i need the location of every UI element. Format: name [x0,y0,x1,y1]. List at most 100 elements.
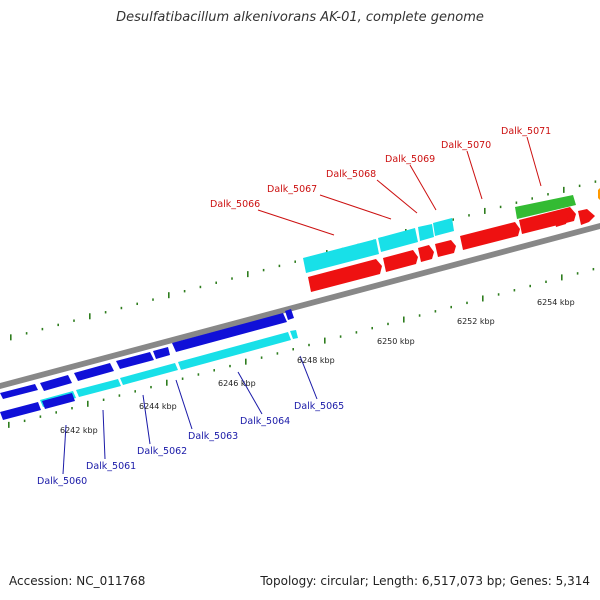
tick-mark [136,302,138,306]
accession-text: Accession: NC_011768 [9,574,146,588]
leader-line [526,136,542,187]
label-leader-lines [62,136,542,475]
tick-mark [71,407,73,410]
gene-feature-blue[interactable] [42,393,75,409]
tick-mark [197,373,200,376]
tick-mark [308,343,310,347]
gene-label[interactable]: Dalk_5063 [188,431,238,442]
scale-label: 6248 kbp [297,356,335,365]
tick-mark [23,419,26,423]
gene-feature-blue[interactable] [172,313,287,352]
gene-feature-cyan[interactable] [178,332,291,370]
gene-feature-cyan[interactable] [290,330,298,339]
tick-mark [452,218,454,221]
gene-feature-red[interactable] [383,250,418,272]
tick-mark [181,377,184,380]
gene-feature-blue[interactable] [153,347,170,359]
gene-feature-green[interactable] [515,195,576,219]
gene-label[interactable]: Dalk_5070 [441,140,491,151]
gene-label[interactable]: Dalk_5061 [86,461,136,472]
tick-mark [576,272,579,275]
tick-mark [262,268,265,272]
gene-feature-blue[interactable] [116,352,154,369]
gene-feature-red[interactable] [460,222,520,250]
tick-mark [118,394,121,397]
scale-label: 6254 kbp [537,298,575,307]
tick-mark [57,323,59,327]
tick-mark [484,207,486,214]
gene-feature-red[interactable] [418,245,434,262]
tick-mark [466,301,468,305]
gene-label[interactable]: Dalk_5068 [326,169,376,180]
gene-label[interactable]: Dalk_5066 [210,199,260,210]
tick-mark [87,400,89,407]
gene-feature-blue[interactable] [74,363,114,381]
tick-mark [592,267,595,271]
tick-mark [229,364,231,368]
tick-mark [387,322,389,326]
gene-label[interactable]: Dalk_5062 [137,446,187,457]
leader-line [466,150,483,200]
gene-feature-red[interactable] [578,209,595,225]
leader-line [319,194,392,220]
gene-label[interactable]: Dalk_5069 [385,154,435,165]
gene-feature-cyan[interactable] [378,228,418,252]
tick-mark [513,289,516,292]
tick-mark [247,271,249,278]
tick-mark [10,334,12,341]
tick-mark [561,274,563,281]
tick-mark [324,337,326,344]
tick-mark [152,298,154,301]
map-title: Desulfatibacillum alkenivorans AK-01, co… [116,10,484,25]
gene-label[interactable]: Dalk_5067 [267,184,317,195]
tick-mark [294,260,296,263]
scale-labels: 6242 kbp 6244 kbp 6246 kbp 6248 kbp 6250… [60,298,575,435]
tick-mark [545,280,547,284]
gene-feature-cyan[interactable] [120,363,178,385]
leader-line [102,409,106,460]
tick-mark [39,415,42,418]
tick-mark [215,281,217,284]
tick-mark [292,348,294,351]
gene-label[interactable]: Dalk_5064 [240,416,290,427]
gene-feature-cyan[interactable] [303,239,379,273]
gene-feature-blue[interactable] [40,375,72,391]
gene-feature-cyan[interactable] [76,379,121,397]
tick-mark [104,311,107,314]
tick-mark [166,379,168,386]
tick-mark [529,284,531,288]
leader-line [142,394,151,445]
tick-mark [150,385,152,389]
tick-mark [276,352,279,355]
gene-feature-blue[interactable] [285,309,294,320]
gene-feature-blue[interactable] [0,402,41,420]
tick-mark [73,319,75,322]
tick-mark [8,421,10,428]
tick-mark [199,285,202,289]
tick-mark [450,305,452,309]
gene-feature-red[interactable] [308,259,382,292]
scale-label: 6244 kbp [139,402,177,411]
tick-mark [120,306,123,310]
gene-feature-blue[interactable] [0,384,38,399]
blue-gene-labels: Dalk_5060 Dalk_5061 Dalk_5062 Dalk_5063 … [37,401,344,487]
tick-mark [563,186,565,193]
tick-mark [260,356,263,359]
gene-label[interactable]: Dalk_5065 [294,401,344,412]
leader-line [62,424,67,475]
gene-label[interactable]: Dalk_5060 [37,476,87,487]
gene-feature-cyan[interactable] [433,218,454,236]
scale-label: 6242 kbp [60,426,98,435]
gene-feature-red[interactable] [435,240,456,257]
tick-mark [499,205,502,209]
gene-feature-cyan[interactable] [418,224,434,241]
tick-mark [231,277,233,280]
gene-feature-red[interactable] [553,210,568,227]
tick-mark [102,398,105,401]
tick-mark [578,184,581,188]
tick-mark [55,411,57,414]
scale-label: 6252 kbp [457,317,495,326]
gene-label[interactable]: Dalk_5071 [501,126,551,137]
tick-mark [339,335,342,338]
